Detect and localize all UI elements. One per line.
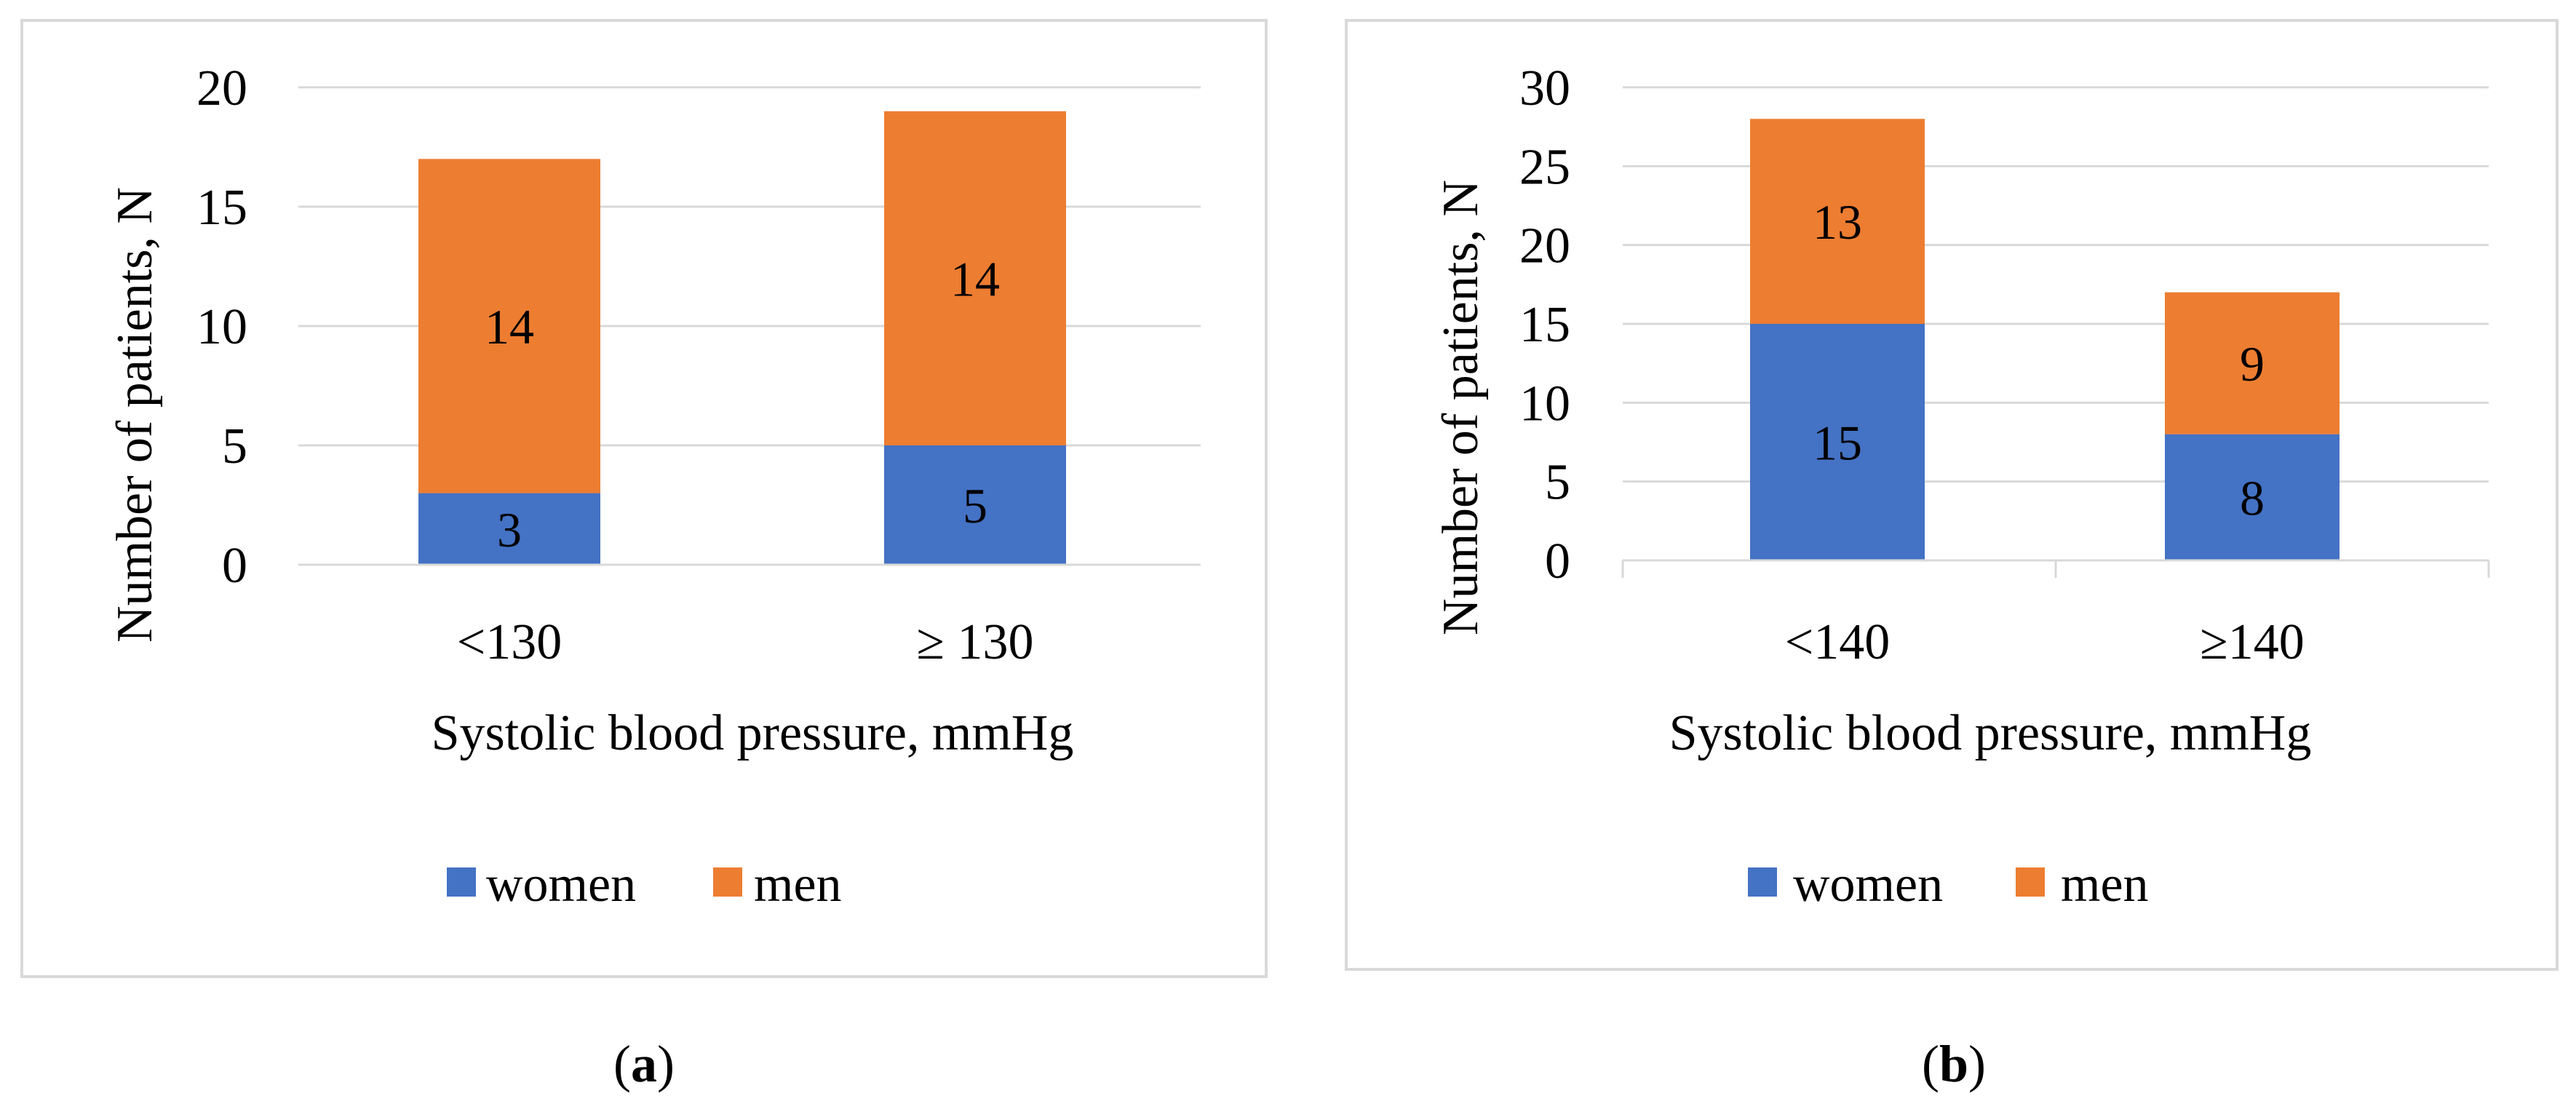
y-tick-label-0: 0 [222,538,247,594]
x-axis-label: Systolic blood pressure, mmHg [1669,705,2312,761]
y-axis-label: Number of patients, N [1433,180,1489,635]
legend-swatch-women [1748,867,1777,897]
bar-women-ge-140 [2165,434,2340,560]
bar-women-ge-130 [884,445,1066,565]
legend: women men [1748,857,2149,913]
panel-label-b: (b) [1922,1035,1986,1093]
y-tick-label-20: 20 [1519,218,1570,274]
panel-label-a: (a) [613,1035,675,1093]
legend-label-women: women [486,857,636,913]
data-label-men-lt-130: 14 [485,299,534,354]
x-tick-label-lt-140: <140 [1785,614,1890,670]
y-tick-label-10: 10 [196,299,247,355]
y-tick-labels: 0 5 10 15 20 [196,60,247,594]
y-tick-label-10: 10 [1519,376,1570,432]
bar-men-lt-130 [418,159,600,493]
bar-men-ge-140 [2165,292,2340,434]
x-tick-label-lt-130: <130 [457,614,562,670]
y-tick-label-5: 5 [1545,455,1570,511]
y-axis-label: Number of patients, N [107,187,163,643]
data-label-women-lt-130: 3 [497,502,522,557]
chart-panel-b: 0 5 10 15 20 25 30 <140 ≥140 15 13 8 9 Number of p… [1345,19,2559,1093]
data-label-men-lt-140: 13 [1813,194,1862,250]
y-tick-label-15: 15 [1519,297,1570,353]
bar-men-lt-140 [1750,119,1925,325]
bars [1750,119,2340,560]
data-labels: 15 13 8 9 [1813,194,2265,525]
y-tick-label-20: 20 [196,60,247,116]
legend-label-men: men [754,857,842,913]
y-tick-label-5: 5 [222,418,247,474]
data-label-women-ge-130: 5 [963,478,987,533]
data-label-men-ge-130: 14 [950,251,1000,306]
legend-swatch-men [2016,867,2045,897]
x-tick-labels: <140 ≥140 [1785,614,2305,670]
x-tick-labels: <130 ≥ 130 [457,614,1034,670]
chart-panel-a: 0 5 10 15 20 <130 ≥ 130 3 14 5 14 Number of pati… [20,19,1268,1093]
data-label-women-ge-140: 8 [2240,470,2265,525]
panel-letter-b: b [1939,1035,1968,1093]
legend: women men [447,857,842,913]
x-axis-label: Systolic blood pressure, mmHg [432,705,1074,761]
gridlines [1623,86,2489,483]
x-tick-marks [1621,560,2490,578]
legend-label-men: men [2061,857,2149,913]
x-tick-label-ge-140: ≥140 [2200,614,2304,670]
panel-letter-a: a [631,1035,657,1093]
y-tick-labels: 0 5 10 15 20 25 30 [1519,60,1570,589]
bar-women-lt-130 [418,493,600,565]
data-label-men-ge-140: 9 [2240,336,2265,392]
bar-women-lt-140 [1750,324,1925,560]
x-tick-label-ge-130: ≥ 130 [917,614,1034,670]
bar-men-ge-130 [884,111,1066,446]
y-tick-label-15: 15 [196,180,247,236]
bars [418,111,1066,565]
data-label-women-lt-140: 15 [1813,416,1862,471]
data-labels: 3 14 5 14 [485,251,1000,557]
legend-label-women: women [1793,857,1943,913]
chart-frame [1345,19,2559,971]
y-tick-label-0: 0 [1545,533,1570,589]
legend-swatch-women [447,867,476,897]
legend-swatch-men [713,867,742,897]
chart-frame [20,19,1268,978]
y-tick-label-30: 30 [1519,60,1570,116]
y-tick-label-25: 25 [1519,139,1570,195]
